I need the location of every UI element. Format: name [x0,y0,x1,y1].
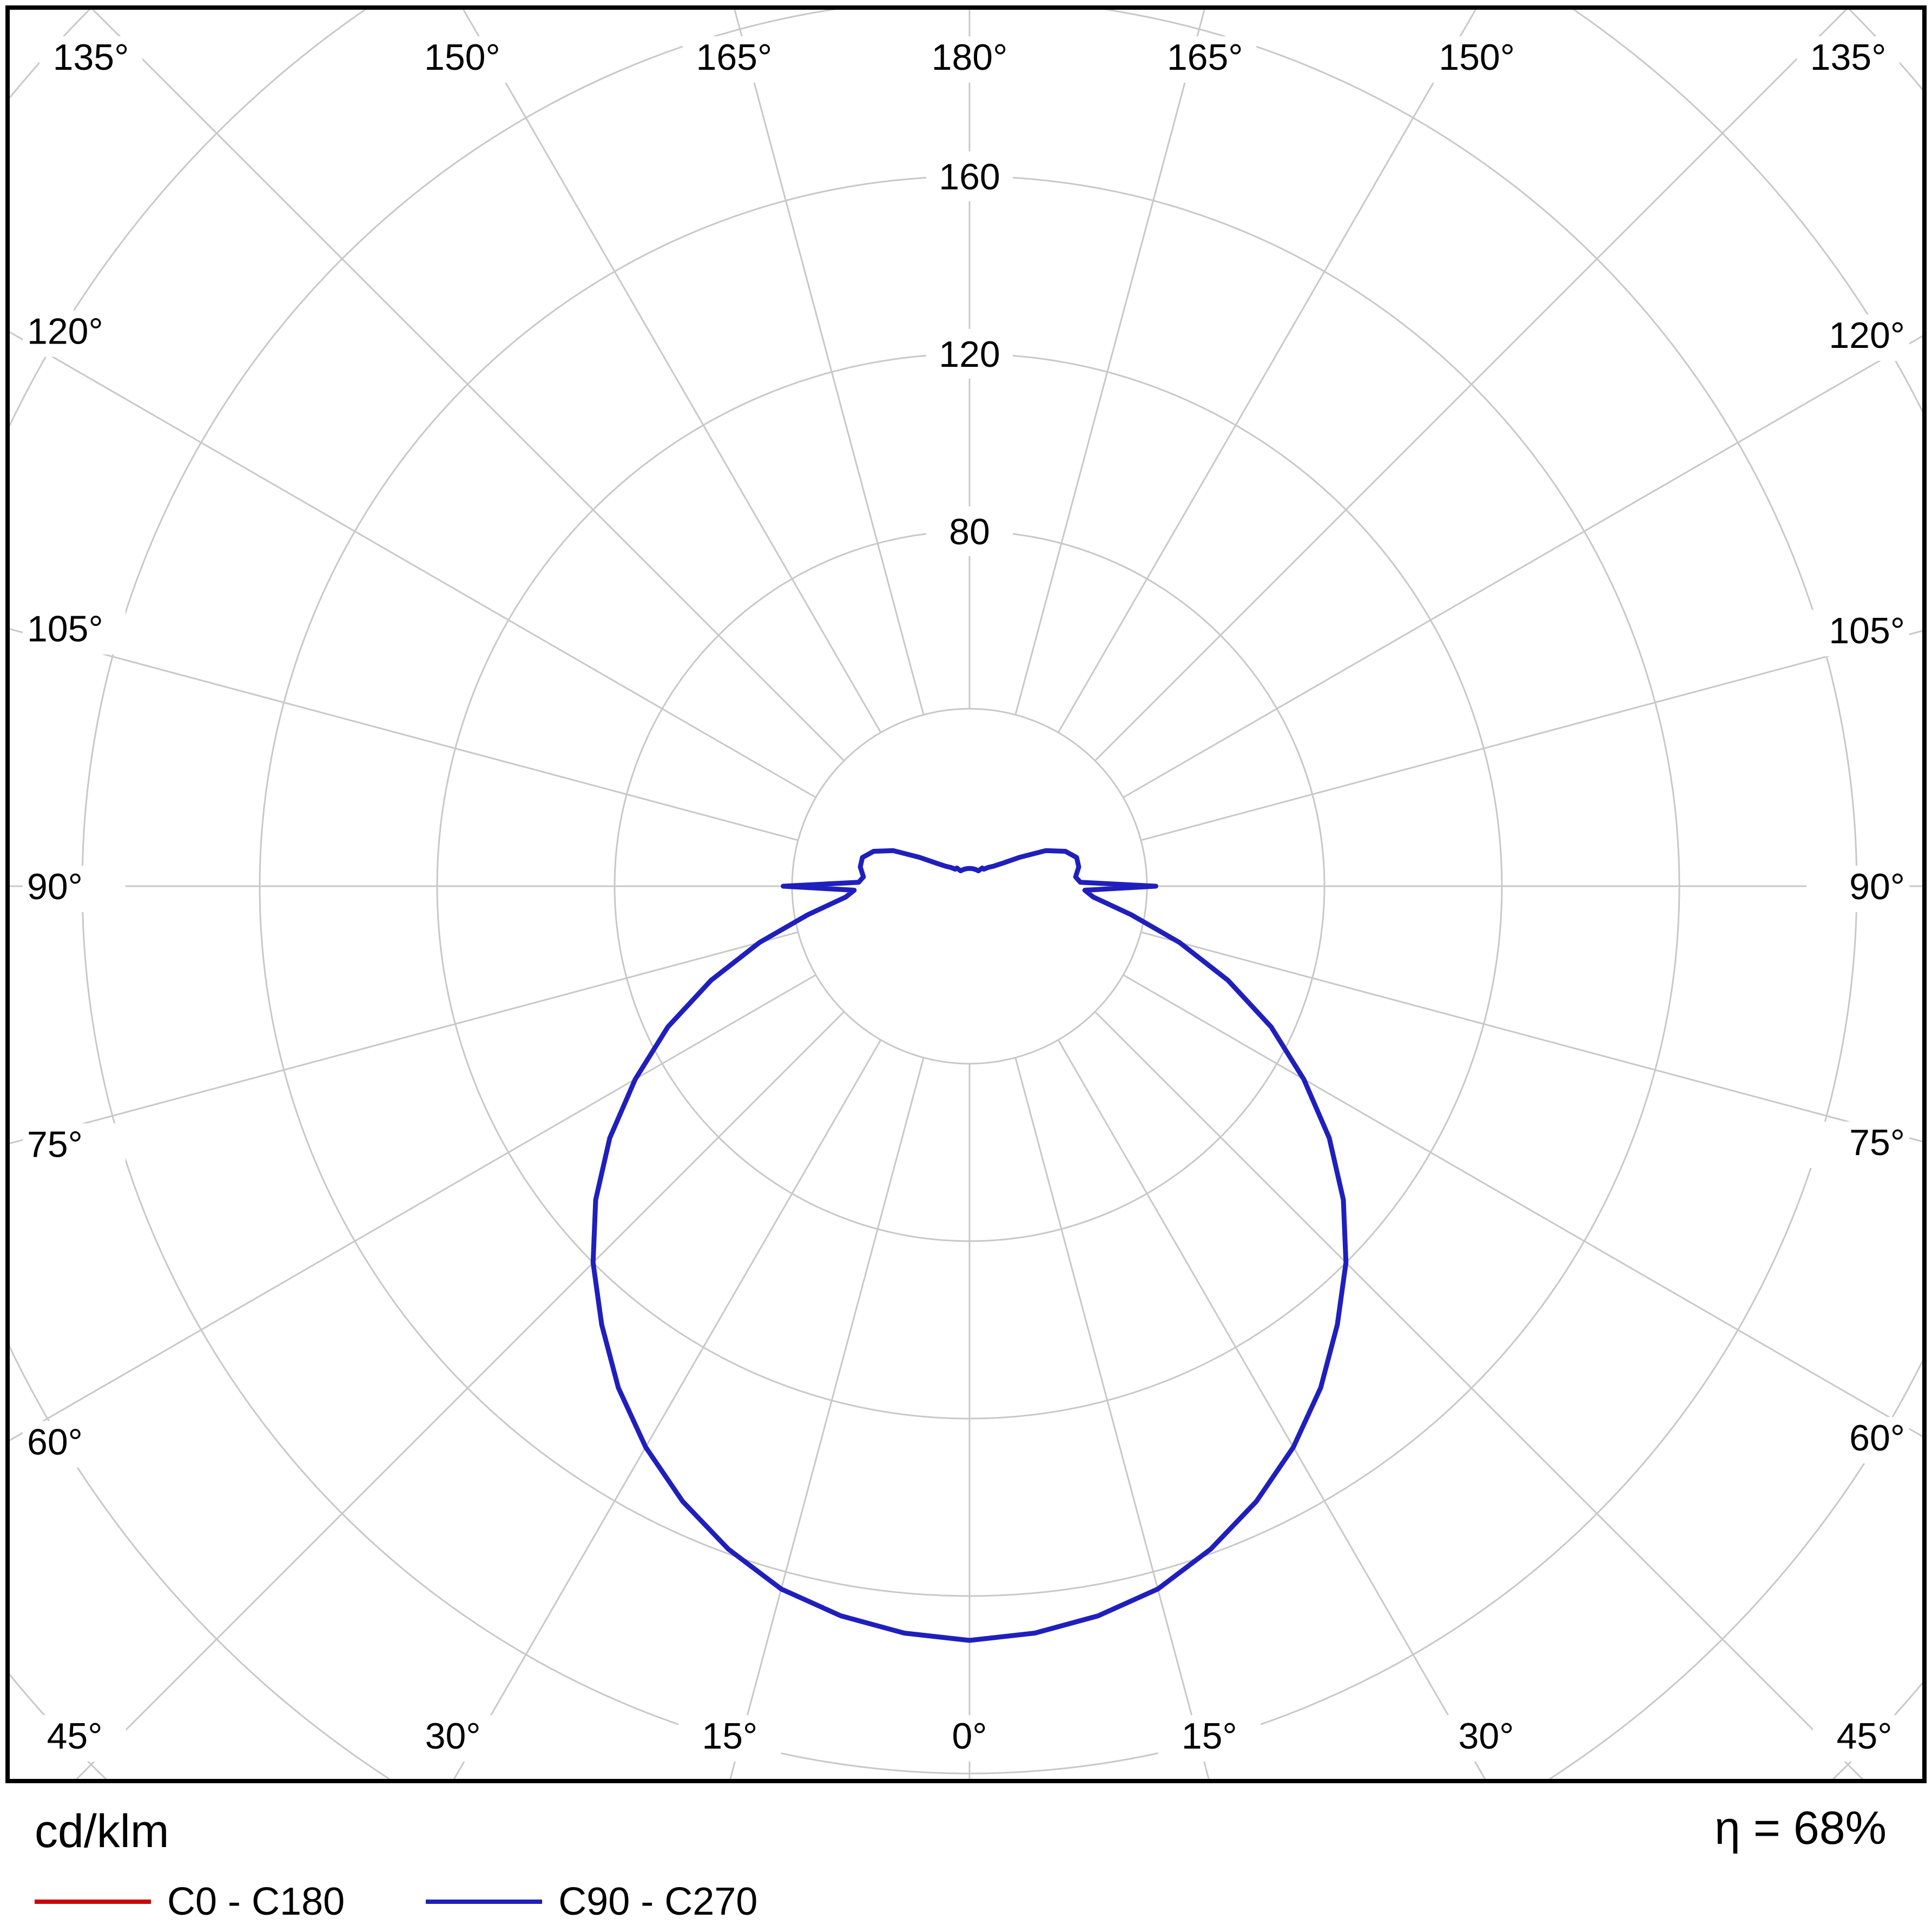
angle-label: 90° [27,866,83,907]
angle-label-bg [1153,36,1257,83]
angle-label-bg [1806,314,1909,361]
angle-label-bg [23,1715,126,1762]
angle-label-bg [682,36,786,83]
angle-label: 135° [53,37,129,78]
angle-label-bg [39,36,142,83]
angle-label: 120° [27,311,103,352]
angle-label-bg [23,866,126,912]
angle-label-bg [23,1421,126,1468]
angle-label-bg [1158,1715,1261,1762]
legend-swatch-c0-c180 [35,1900,151,1904]
angle-label-bg [23,310,126,357]
angle-label: 15° [702,1716,757,1757]
angle-label: 90° [1849,866,1905,907]
angle-label: 75° [1849,1122,1905,1163]
angle-label: 150° [1439,37,1515,78]
angle-label: 45° [1837,1716,1893,1757]
angle-label: 60° [1849,1417,1905,1459]
legend-label-c0-c180: C0 - C180 [167,1880,345,1923]
angle-label-bg [918,1715,1021,1762]
angle-label: 0° [952,1716,987,1757]
angle-label-bg [23,1123,126,1170]
angle-label: 135° [1810,37,1887,78]
angle-label-bg [401,1715,505,1762]
angle-label-bg [1813,1715,1916,1762]
angle-label: 165° [1167,37,1243,78]
angle-label-bg [23,608,126,655]
radial-tick-label: 80 [949,511,990,552]
angle-label: 180° [932,37,1008,78]
angle-label-bg [918,36,1021,83]
legend-label-c90-c270: C90 - C270 [558,1880,758,1923]
radial-tick-bg [926,506,1013,556]
angle-label-bg [1797,36,1900,83]
radial-tick-bg [926,329,1013,379]
angle-label-bg [1425,36,1528,83]
angle-label-bg [1806,610,1909,657]
radial-tick-label: 120 [939,334,1000,375]
angle-label: 75° [27,1124,83,1165]
legend-swatch-c90-c270 [426,1900,543,1904]
angle-label: 120° [1829,315,1905,356]
units-label: cd/klm [35,1805,169,1857]
angle-label: 165° [696,37,773,78]
angle-label-bg [678,1715,781,1762]
c90-c270-curve [590,848,1349,1643]
angle-label: 15° [1182,1716,1237,1757]
angle-label: 105° [27,609,103,650]
angle-label: 150° [424,37,500,78]
angle-label: 60° [27,1422,83,1463]
efficiency-label: η = 68% [1715,1802,1887,1854]
angle-label: 105° [1829,610,1905,651]
chart-frame [5,5,1927,1783]
angle-label: 30° [425,1716,481,1757]
angle-label-bg [1806,1121,1909,1168]
radial-tick-bg [926,151,1013,201]
angle-label-bg [1434,1715,1538,1762]
legend: C0 - C180 C90 - C270 [35,1880,757,1924]
radial-tick-label: 160 [939,156,1000,197]
angle-label-bg [411,36,514,83]
angle-label: 45° [47,1716,103,1757]
angle-label-bg [1806,1417,1909,1464]
angle-label: 30° [1459,1716,1514,1757]
angle-label-bg [1806,866,1909,912]
